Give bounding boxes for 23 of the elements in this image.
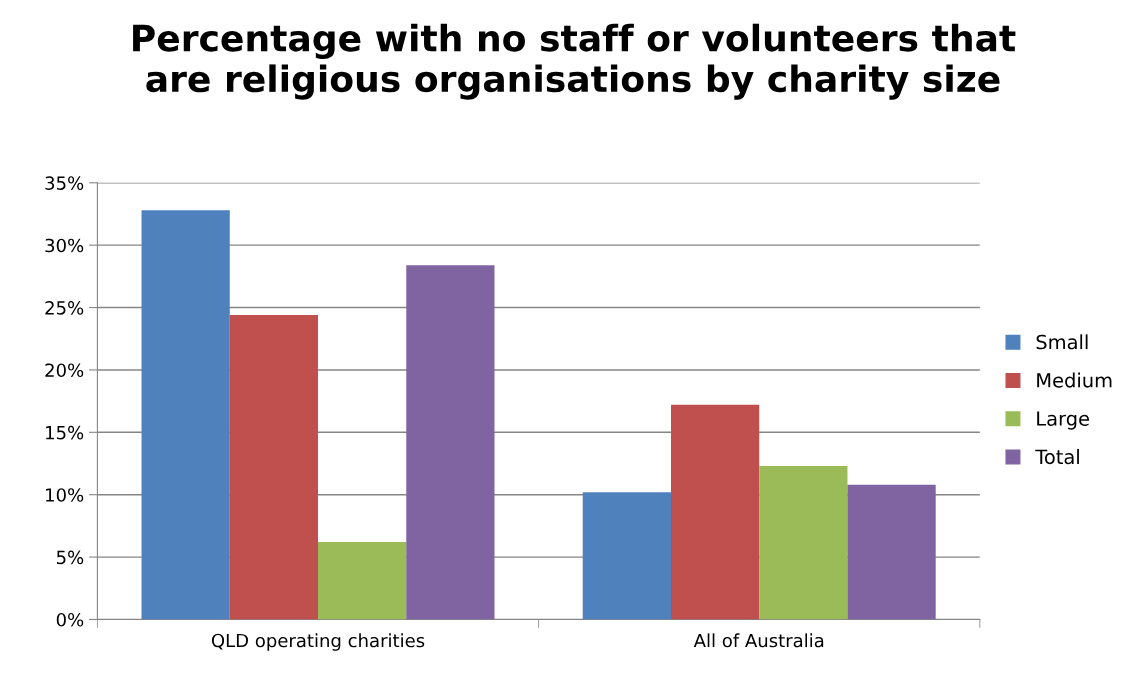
y-tick-label: 10%: [46, 488, 84, 502]
chart-title: Percentage with no staff or volunteers that are religious organisations by charity size: [133, 23, 1016, 100]
legend-label: Large: [1037, 411, 1089, 430]
bar: [318, 542, 407, 620]
bar: [141, 210, 230, 620]
y-tick-label: 0%: [56, 612, 84, 627]
y-tick-label: 5%: [56, 550, 84, 565]
bar: [759, 466, 848, 620]
y-tick-label: 25%: [45, 301, 84, 315]
x-tick-label: All of Australia: [693, 633, 824, 648]
x-tick-label: QLD operating charities: [211, 633, 425, 651]
legend-label: Total: [1035, 449, 1079, 465]
legend-label: Small: [1036, 334, 1088, 350]
bar: [229, 315, 319, 620]
legend-label: Medium: [1037, 372, 1112, 388]
bar: [582, 492, 671, 620]
bar: [847, 484, 936, 620]
bar: [670, 404, 760, 620]
y-tick-label: 20%: [45, 363, 84, 378]
y-tick-label: 15%: [46, 425, 84, 440]
bar: [406, 265, 495, 620]
y-tick-label: 35%: [45, 176, 84, 190]
y-tick-label: 30%: [45, 238, 84, 253]
